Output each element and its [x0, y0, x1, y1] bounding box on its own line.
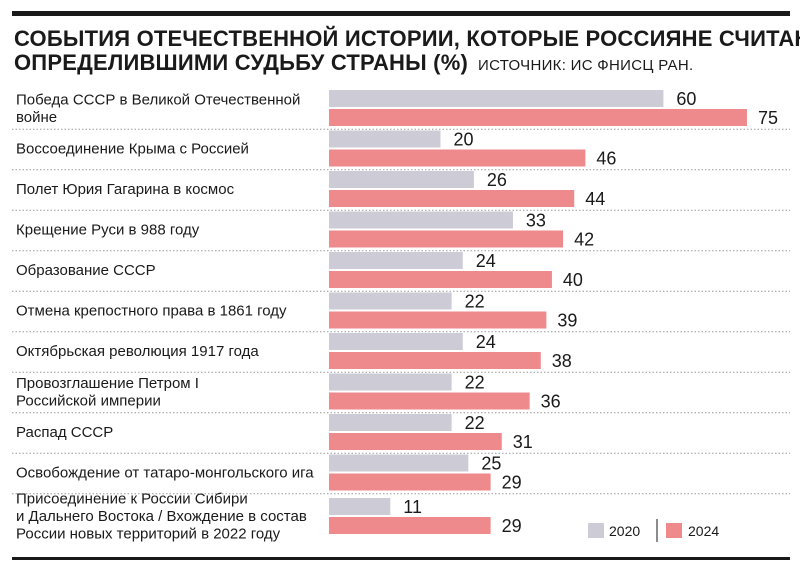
category-label: Крещение Руси в 988 году [16, 222, 200, 239]
value-label-2020: 24 [476, 332, 496, 352]
category-label: Присоединение к России Сибири и Дальнего … [16, 491, 307, 543]
value-label-2024: 38 [552, 351, 572, 371]
bar-2024 [329, 517, 491, 534]
legend-swatch-2024 [666, 523, 682, 538]
bar-2020 [329, 292, 452, 310]
value-label-2020: 22 [465, 413, 485, 433]
bar-2020 [329, 498, 391, 515]
bar-2020 [329, 252, 463, 269]
bar-2020 [329, 90, 664, 107]
bar-2024 [329, 230, 564, 248]
category-label: Победа СССР в Великой Отечественной войне [16, 91, 300, 126]
bar-2024 [329, 190, 575, 207]
value-label-2020: 33 [526, 211, 546, 231]
value-label-2020: 11 [403, 497, 422, 517]
bar-2024 [329, 392, 530, 410]
category-label: Образование СССР [16, 262, 156, 279]
value-label-2020: 25 [481, 454, 501, 474]
category-label: Полет Юрия Гагарина в космос [16, 181, 235, 198]
value-label-2024: 42 [574, 230, 594, 250]
value-label-2024: 46 [596, 149, 616, 169]
chart-title: СОБЫТИЯ ОТЕЧЕСТВЕННОЙ ИСТОРИИ, КОТОРЫЕ Р… [14, 26, 800, 78]
legend-label-2024: 2024 [688, 523, 719, 539]
value-label-2024: 44 [585, 189, 605, 209]
category-label: Провозглашение Петром I Российской импери… [16, 375, 199, 410]
value-label-2020: 20 [453, 130, 473, 150]
bar-2020 [329, 373, 452, 391]
legend-swatch-2020 [588, 523, 604, 538]
value-label-2024: 29 [502, 473, 522, 493]
bar-2020 [329, 211, 513, 229]
bar-2024 [329, 473, 491, 491]
category-label: Октябрьская революция 1917 года [16, 343, 259, 360]
bar-2024 [329, 311, 547, 329]
bar-2024 [329, 433, 502, 450]
value-label-2020: 60 [676, 89, 696, 109]
value-label-2024: 39 [557, 311, 577, 331]
value-label-2024: 75 [758, 108, 778, 128]
bar-2024 [329, 352, 541, 369]
value-label-2024: 31 [513, 432, 533, 452]
bar-2024 [329, 109, 747, 126]
bar-2020 [329, 130, 441, 148]
bar-2020 [329, 333, 463, 350]
value-label-2020: 24 [476, 251, 496, 271]
category-label: Воссоединение Крыма с Россией [16, 141, 249, 158]
bar-2024 [329, 149, 586, 167]
bottom-rule [12, 557, 790, 560]
value-label-2020: 22 [465, 373, 485, 393]
value-label-2024: 40 [563, 270, 583, 290]
bar-2020 [329, 171, 474, 188]
value-label-2020: 26 [487, 170, 507, 190]
top-rule [12, 11, 790, 16]
source-note: ИСТОЧНИК: ИС ФНИСЦ РАН. [478, 57, 694, 74]
category-label: Освобождение от татаро-монгольского ига [16, 465, 314, 482]
title-line-1: СОБЫТИЯ ОТЕЧЕСТВЕННОЙ ИСТОРИИ, КОТОРЫЕ Р… [14, 26, 800, 51]
bar-2024 [329, 271, 552, 288]
bar-2020 [329, 454, 469, 472]
category-label: Распад СССР [16, 424, 113, 441]
category-label: Отмена крепостного права в 1861 году [16, 303, 287, 320]
bar-2020 [329, 414, 452, 431]
value-label-2024: 29 [502, 516, 522, 536]
title-line-2-text: ОПРЕДЕЛИВШИМИ СУДЬБУ СТРАНЫ (%) [14, 50, 468, 75]
value-label-2024: 36 [541, 392, 561, 412]
legend-label-2020: 2020 [609, 523, 640, 539]
title-line-2: ОПРЕДЕЛИВШИМИ СУДЬБУ СТРАНЫ (%) ИСТОЧНИК:… [14, 51, 784, 78]
value-label-2020: 22 [465, 292, 485, 312]
